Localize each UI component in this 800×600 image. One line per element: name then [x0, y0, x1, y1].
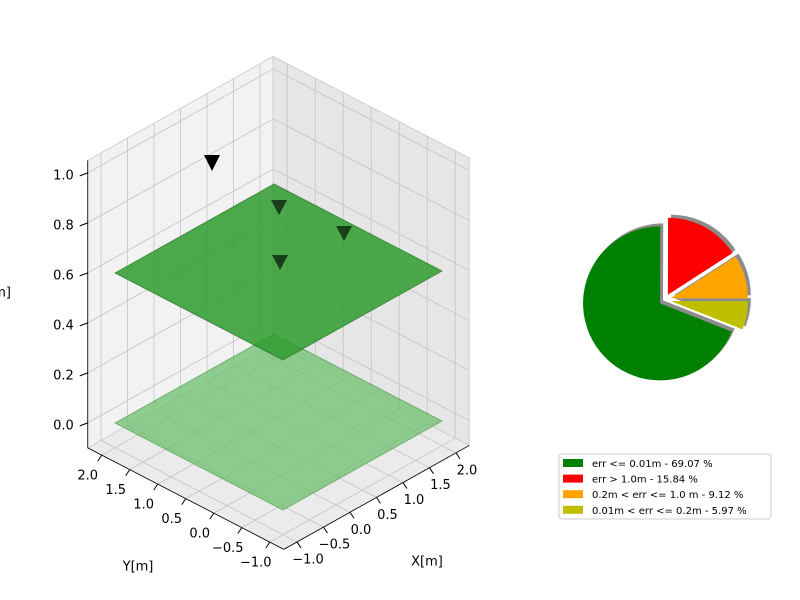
- legend-box: [558, 453, 772, 520]
- legend-swatch: [563, 474, 583, 483]
- pie-area: err <= 0.01m - 69.07 % err > 1.0m - 15.84…: [558, 214, 772, 520]
- y-tick-label: −1.0: [240, 556, 272, 571]
- tick-mark: [455, 452, 461, 460]
- tick-mark: [376, 497, 381, 504]
- tick-mark: [125, 469, 131, 476]
- legend-label: 0.01m < err <= 0.2m - 5.97 %: [592, 506, 747, 517]
- tick-mark: [237, 527, 243, 534]
- y-axis: [87, 447, 284, 550]
- marker: [271, 200, 287, 215]
- tick-mark: [349, 511, 355, 519]
- x-tick-label: 1.5: [430, 478, 451, 493]
- pie-wedge: [667, 217, 733, 295]
- y-tick-label: −0.5: [212, 541, 244, 556]
- z-tick-label: 1.0: [53, 168, 74, 183]
- z-tick-label: 0.4: [53, 318, 74, 333]
- x-axis-label: X[m]: [411, 555, 443, 570]
- tick-mark: [79, 422, 88, 427]
- point-layers: [113, 155, 444, 511]
- tick-mark: [79, 272, 88, 277]
- legend-label: err <= 0.01m - 69.07 %: [592, 459, 713, 470]
- marker: [336, 226, 352, 241]
- legend-swatch: [563, 490, 583, 499]
- upper-layer: [113, 183, 444, 361]
- grid-line: [87, 118, 470, 224]
- grid-line: [100, 152, 298, 543]
- x-tick-label: 1.0: [404, 493, 425, 508]
- tick-mark: [97, 454, 103, 462]
- z-tick-label: 0.6: [53, 268, 74, 283]
- y-tick-label: 1.5: [105, 483, 126, 498]
- x-tick-label: 0.0: [351, 523, 372, 538]
- legend-swatch: [563, 505, 583, 514]
- tick-mark: [153, 483, 159, 491]
- x-tick-label: −1.0: [292, 552, 324, 567]
- tick-mark: [429, 467, 434, 474]
- tick-mark: [323, 526, 328, 534]
- marker: [272, 255, 288, 270]
- x-tick-label: −0.5: [319, 538, 351, 553]
- tick-mark: [79, 322, 88, 327]
- grid-line: [87, 68, 470, 174]
- x-axis: [283, 445, 470, 550]
- tick-mark: [79, 222, 88, 227]
- legend-swatch: [563, 459, 583, 467]
- x-tick-label: 2.0: [457, 463, 478, 478]
- pie-wedge: [670, 301, 748, 330]
- legend-label: 0.2m < err <= 1.0 m - 9.12 %: [592, 490, 743, 501]
- y-tick-label: 0.0: [189, 527, 210, 542]
- y-axis-label: Y[m]: [122, 560, 154, 575]
- tick-mark: [79, 372, 88, 377]
- y-tick-label: 1.0: [133, 498, 154, 513]
- legend-label: err > 1.0m - 15.84 %: [592, 475, 698, 486]
- y-tick-label: 0.5: [161, 512, 182, 527]
- marker: [204, 155, 220, 171]
- z-tick-label: 0.2: [53, 368, 74, 383]
- tick-mark: [209, 512, 215, 520]
- y-tick-label: 2.0: [77, 469, 98, 484]
- z-tick-label: 0.8: [53, 218, 74, 233]
- tick-mark: [402, 482, 408, 489]
- tick-mark: [296, 541, 302, 549]
- pie-wedge: [583, 226, 732, 381]
- pie-wedge: [670, 256, 748, 299]
- x-tick-label: 0.5: [377, 508, 398, 523]
- z-axis-label: Z[m]: [0, 286, 11, 301]
- z-tick-label: 0.0: [53, 418, 74, 433]
- grid-line: [87, 168, 470, 274]
- tick-mark: [181, 498, 187, 505]
- tick-mark: [265, 541, 271, 549]
- grid-line: [269, 150, 456, 543]
- tick-mark: [79, 172, 88, 177]
